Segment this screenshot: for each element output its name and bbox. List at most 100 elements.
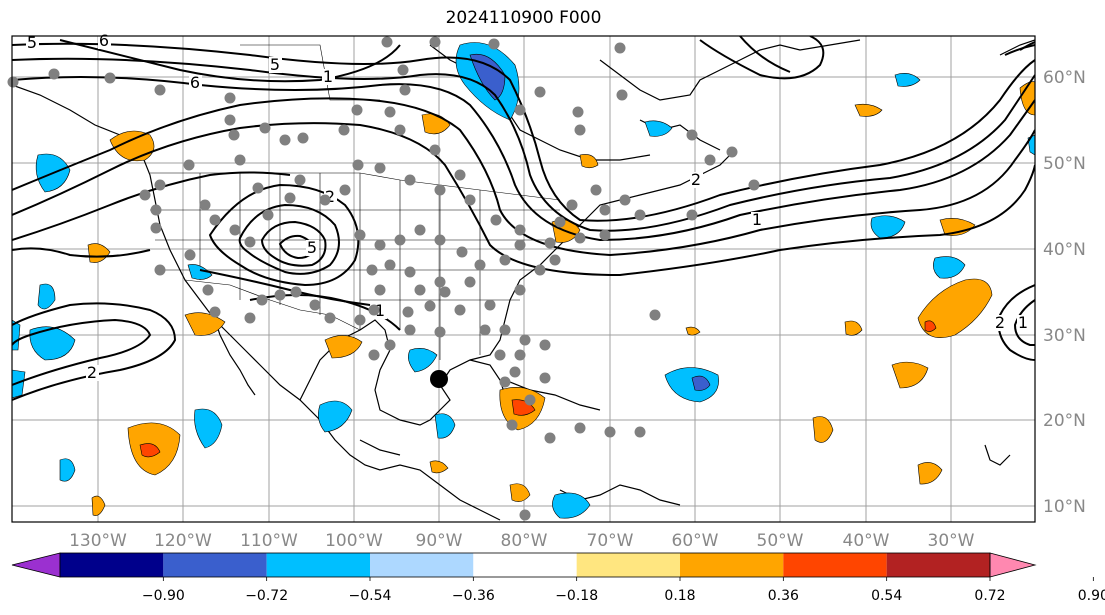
station-marker: [339, 184, 351, 196]
station-marker: [456, 246, 468, 258]
station-marker: [434, 184, 446, 196]
contour-label: 5: [270, 55, 280, 74]
station-marker: [454, 304, 466, 316]
station-marker: [424, 300, 436, 312]
station-marker: [384, 339, 396, 351]
station-marker: [429, 36, 441, 48]
contour-label: 1: [1018, 313, 1028, 332]
station-marker: [209, 214, 221, 226]
station-marker: [399, 84, 411, 96]
station-marker: [139, 189, 151, 201]
station-marker: [154, 84, 166, 96]
lon-label: 70°W: [587, 531, 634, 551]
station-marker: [199, 199, 211, 211]
station-marker: [614, 42, 626, 54]
station-marker: [384, 106, 396, 118]
station-marker: [599, 204, 611, 216]
station-marker: [404, 324, 416, 336]
station-marker: [202, 284, 214, 296]
station-marker: [368, 349, 380, 361]
lon-label: 110°W: [240, 531, 298, 551]
station-marker: [183, 159, 195, 171]
station-marker: [284, 192, 296, 204]
contour-label: 1: [375, 301, 385, 320]
station-marker: [244, 236, 256, 248]
station-marker: [514, 104, 526, 116]
station-marker: [234, 154, 246, 166]
contour-label: 6: [99, 31, 109, 50]
lat-label: 50°N: [1043, 154, 1086, 174]
station-marker: [294, 174, 306, 186]
station-marker: [366, 264, 378, 276]
colorbar-tick-label: −0.72: [245, 588, 288, 604]
station-marker: [262, 209, 274, 221]
contour-label-bg: [269, 57, 282, 73]
colorbar-tick-label: 0.90: [1078, 588, 1105, 604]
station-marker: [488, 38, 500, 50]
station-marker: [454, 169, 466, 181]
contour-label-bg: [751, 212, 764, 228]
station-marker: [154, 179, 166, 191]
station-marker: [479, 324, 491, 336]
station-marker: [429, 144, 441, 156]
station-marker: [574, 124, 586, 136]
colorbar-tick-label: 0.36: [768, 588, 799, 604]
station-marker: [402, 306, 414, 318]
station-marker: [397, 64, 409, 76]
figure-title: 2024110900 F000: [445, 8, 602, 28]
station-marker: [534, 264, 546, 276]
longitude-labels: 130°W 120°W 110°W 100°W 90°W 80°W 70°W 60°W 50°W…: [69, 531, 975, 551]
station-marker: [104, 72, 116, 84]
colorbar-box: [60, 553, 164, 577]
station-marker: [244, 312, 256, 324]
station-marker: [574, 232, 586, 244]
colorbar-frame: [59, 552, 991, 578]
colorbar: [11, 552, 1037, 578]
station-marker: [499, 254, 511, 266]
station-marker: [726, 146, 738, 158]
colorbar-tick-label: −0.36: [452, 588, 495, 604]
station-marker: [279, 134, 291, 146]
station-marker: [590, 184, 602, 196]
colorbar-extend-max: [989, 552, 1037, 578]
station-marker: [434, 276, 446, 288]
contour-label: 2: [995, 313, 1005, 332]
station-marker: [439, 286, 451, 298]
contour-label-bg: [98, 33, 111, 49]
colorbar-tick-labels: −0.90 −0.72 −0.54 −0.36 −0.18 0.18 0.36 0.54 0.7…: [142, 577, 1105, 604]
contour-label: 1: [752, 210, 762, 229]
station-marker: [224, 92, 236, 104]
station-marker: [354, 314, 366, 326]
station-marker: [394, 234, 406, 246]
storm-center-marker: [430, 370, 448, 388]
station-marker: [649, 309, 661, 321]
lat-label: 20°N: [1043, 411, 1086, 431]
station-marker: [604, 426, 616, 438]
positive-patches: [87, 81, 1035, 516]
station-marker: [338, 124, 350, 136]
station-marker: [252, 182, 264, 194]
contour-label: 5: [307, 238, 317, 257]
station-marker: [297, 132, 309, 144]
map-frame: [11, 35, 1036, 523]
contour-label-bg: [322, 69, 335, 85]
station-marker: [499, 324, 511, 336]
colorbar-box: [163, 553, 267, 577]
contour-label: 5: [27, 33, 37, 52]
colorbar-box: [886, 553, 990, 577]
station-marker: [616, 89, 628, 101]
station-marker: [259, 122, 271, 134]
lat-label: 40°N: [1043, 240, 1086, 260]
contour-label: 2: [325, 187, 335, 206]
station-marker: [209, 306, 221, 318]
lat-label: 10°N: [1043, 497, 1086, 517]
colorbar-box: [266, 553, 370, 577]
station-marker: [686, 129, 698, 141]
station-marker: [544, 432, 556, 444]
colorbar-tick-label: 0.54: [871, 588, 902, 604]
contour-label-bg: [86, 365, 99, 381]
contour-label: 6: [190, 73, 200, 92]
station-marker: [490, 214, 502, 226]
station-marker: [224, 114, 236, 126]
